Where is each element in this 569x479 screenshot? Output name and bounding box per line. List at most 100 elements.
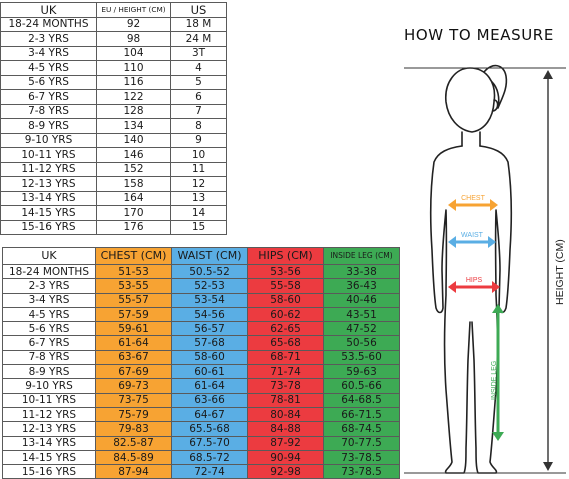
chest-cell: 59-61 bbox=[95, 321, 172, 337]
uk-size-cell: 5-6 YRS bbox=[2, 321, 96, 337]
waist-cell: 54-56 bbox=[171, 306, 248, 323]
hips-label: HIPS bbox=[466, 277, 483, 284]
inside-leg-cell: 50-56 bbox=[323, 335, 400, 351]
height-arrow-top bbox=[543, 70, 553, 79]
size-table-row: 9-10 YRS 140 9 bbox=[0, 132, 227, 148]
chest-cell: 75-79 bbox=[95, 406, 172, 423]
eu-height-cell: 170 bbox=[96, 205, 171, 221]
measure-table-row: 9-10 YRS 69-73 61-64 73-78 60.5-66 bbox=[2, 378, 400, 394]
us-size-cell: 14 bbox=[170, 205, 227, 221]
waist-cell: 67.5-70 bbox=[171, 435, 248, 451]
us-size-cell: 10 bbox=[170, 147, 227, 163]
waist-cell: 56-57 bbox=[171, 321, 248, 337]
uk-size-cell: 3-4 YRS bbox=[2, 292, 96, 308]
eu-height-cell: 164 bbox=[96, 190, 171, 206]
hips-cell: 71-74 bbox=[247, 364, 324, 380]
measure-table-row: 7-8 YRS 63-67 58-60 68-71 53.5-60 bbox=[2, 349, 400, 366]
hips-cell: 53-56 bbox=[247, 263, 324, 280]
size-table-row: 3-4 YRS 104 3T bbox=[0, 45, 227, 61]
size-table-row: 4-5 YRS 110 4 bbox=[0, 60, 227, 76]
uk-size-cell: 3-4 YRS bbox=[0, 45, 97, 61]
uk-size-cell: 9-10 YRS bbox=[0, 132, 97, 148]
header-uk: UK bbox=[0, 2, 97, 18]
eu-height-cell: 146 bbox=[96, 147, 171, 163]
header-waist: WAIST (CM) bbox=[171, 247, 248, 265]
height-arrow-bottom bbox=[543, 462, 553, 471]
hips-cell: 78-81 bbox=[247, 392, 324, 408]
inside-leg-cell: 36-43 bbox=[323, 278, 400, 294]
uk-size-cell: 6-7 YRS bbox=[0, 89, 97, 105]
size-table-row: 12-13 YRS 158 12 bbox=[0, 176, 227, 192]
size-table-row: 5-6 YRS 116 5 bbox=[0, 74, 227, 90]
measurement-table: UK CHEST (CM) WAIST (CM) HIPS (CM) INSID… bbox=[2, 247, 400, 479]
inside-leg-cell: 66-71.5 bbox=[323, 406, 400, 423]
us-size-cell: 5 bbox=[170, 74, 227, 90]
us-size-cell: 13 bbox=[170, 190, 227, 206]
uk-size-cell: 7-8 YRS bbox=[0, 103, 97, 119]
chest-cell: 63-67 bbox=[95, 349, 172, 366]
uk-size-cell: 7-8 YRS bbox=[2, 349, 96, 366]
uk-size-cell: 15-16 YRS bbox=[0, 219, 97, 235]
eu-height-cell: 134 bbox=[96, 118, 171, 134]
waist-cell: 72-74 bbox=[171, 464, 248, 479]
uk-size-cell: 12-13 YRS bbox=[2, 421, 96, 437]
us-size-cell: 24 M bbox=[170, 31, 227, 47]
waist-cell: 63-66 bbox=[171, 392, 248, 408]
child-figure-diagram: CHEST WAIST HIPS INSIDE LEG HEIGHT (CM) bbox=[404, 64, 566, 474]
waist-cell: 61-64 bbox=[171, 378, 248, 394]
uk-size-cell: 11-12 YRS bbox=[2, 406, 96, 423]
eu-height-cell: 176 bbox=[96, 219, 171, 235]
inside-leg-cell: 73-78.5 bbox=[323, 449, 400, 466]
us-size-cell: 15 bbox=[170, 219, 227, 235]
measure-table-row: 5-6 YRS 59-61 56-57 62-65 47-52 bbox=[2, 321, 400, 337]
inside-leg-label: INSIDE LEG bbox=[491, 361, 498, 400]
height-guide bbox=[404, 67, 566, 474]
eu-height-cell: 152 bbox=[96, 161, 171, 177]
hips-cell: 65-68 bbox=[247, 335, 324, 351]
uk-size-cell: 12-13 YRS bbox=[0, 176, 97, 192]
hips-cell: 92-98 bbox=[247, 464, 324, 479]
waist-cell: 65.5-68 bbox=[171, 421, 248, 437]
uk-size-cell: 10-11 YRS bbox=[2, 392, 96, 408]
uk-size-cell: 18-24 MONTHS bbox=[2, 263, 96, 280]
size-table-row: 14-15 YRS 170 14 bbox=[0, 205, 227, 221]
chest-cell: 73-75 bbox=[95, 392, 172, 408]
uk-size-cell: 10-11 YRS bbox=[0, 147, 97, 163]
waist-cell: 53-54 bbox=[171, 292, 248, 308]
us-size-cell: 6 bbox=[170, 89, 227, 105]
uk-size-cell: 13-14 YRS bbox=[0, 190, 97, 206]
hips-cell: 80-84 bbox=[247, 406, 324, 423]
measure-table-row: 2-3 YRS 53-55 52-53 55-58 36-43 bbox=[2, 278, 400, 294]
waist-cell: 68.5-72 bbox=[171, 449, 248, 466]
inside-leg-cell: 70-77.5 bbox=[323, 435, 400, 451]
chest-cell: 82.5-87 bbox=[95, 435, 172, 451]
chest-arrow bbox=[448, 199, 498, 211]
chest-cell: 57-59 bbox=[95, 306, 172, 323]
eu-height-cell: 140 bbox=[96, 132, 171, 148]
inside-leg-cell: 33-38 bbox=[323, 263, 400, 280]
uk-size-cell: 8-9 YRS bbox=[2, 364, 96, 380]
chest-label: CHEST bbox=[461, 195, 485, 202]
eu-height-cell: 92 bbox=[96, 16, 171, 32]
chest-cell: 67-69 bbox=[95, 364, 172, 380]
eu-height-cell: 158 bbox=[96, 176, 171, 192]
us-size-cell: 8 bbox=[170, 118, 227, 134]
uk-size-cell: 4-5 YRS bbox=[2, 306, 96, 323]
chest-cell: 79-83 bbox=[95, 421, 172, 437]
uk-size-cell: 2-3 YRS bbox=[0, 31, 97, 47]
us-size-cell: 18 M bbox=[170, 16, 227, 32]
hips-cell: 62-65 bbox=[247, 321, 324, 337]
chest-cell: 87-94 bbox=[95, 464, 172, 479]
header-us: US bbox=[170, 2, 227, 18]
measure-table-row: 10-11 YRS 73-75 63-66 78-81 64-68.5 bbox=[2, 392, 400, 408]
eu-height-cell: 122 bbox=[96, 89, 171, 105]
header-chest: CHEST (CM) bbox=[95, 247, 172, 265]
size-table-row: 2-3 YRS 98 24 M bbox=[0, 31, 227, 47]
size-table-header: UK EU / HEIGHT (CM) US bbox=[0, 2, 227, 18]
header-hips: HIPS (CM) bbox=[247, 247, 324, 265]
us-size-cell: 4 bbox=[170, 60, 227, 76]
measure-table-row: 18-24 MONTHS 51-53 50.5-52 53-56 33-38 bbox=[2, 263, 400, 280]
us-size-cell: 12 bbox=[170, 176, 227, 192]
size-table-row: 13-14 YRS 164 13 bbox=[0, 190, 227, 206]
waist-cell: 64-67 bbox=[171, 406, 248, 423]
